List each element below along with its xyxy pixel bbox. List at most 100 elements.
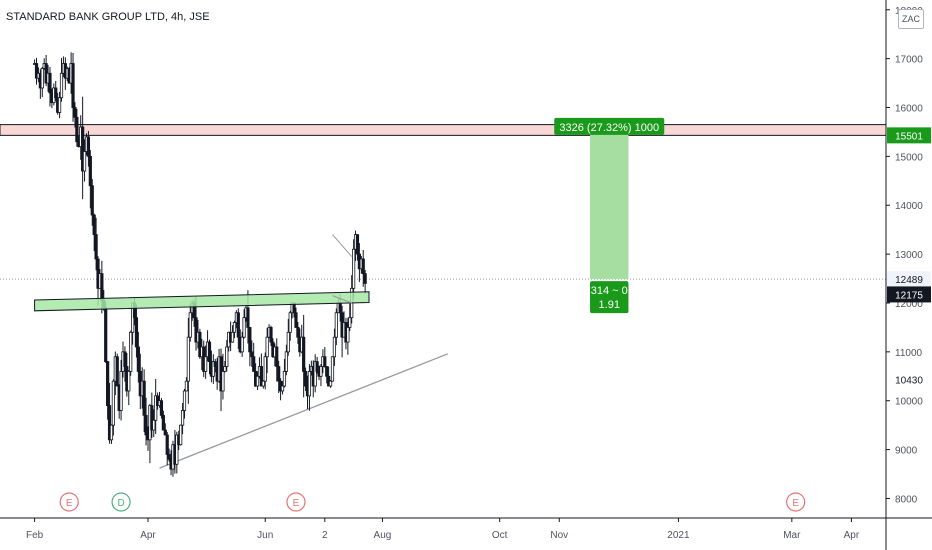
candle-body (127, 370, 131, 392)
wedge-upper-line[interactable] (332, 234, 353, 257)
y-tick-label: 9000 (895, 446, 918, 457)
candle-body (152, 419, 156, 431)
candle-body (223, 366, 227, 372)
candle-body (154, 395, 158, 421)
candle-body (315, 361, 319, 372)
candle-body (284, 351, 288, 372)
candle-body (334, 312, 338, 338)
candle-body (92, 214, 96, 235)
candle-body (328, 380, 333, 387)
x-tick-label: Nov (550, 530, 568, 541)
event-earnings-marker[interactable] (286, 492, 306, 512)
candle-body (259, 366, 263, 387)
x-tick-label: Apr (844, 530, 860, 541)
x-tick-label: Apr (140, 530, 156, 541)
candle-body (165, 434, 169, 455)
candle-body (288, 312, 292, 333)
candle-body (363, 273, 367, 284)
target-label: 3326 (27.32%) 1000 (559, 122, 659, 134)
event-earnings-marker[interactable] (59, 492, 79, 512)
currency-badge[interactable]: ZAC (898, 9, 924, 29)
candle-body (346, 327, 350, 343)
resistance-price-tag-box (887, 127, 931, 144)
wedge-lower-line[interactable] (332, 295, 352, 304)
event-code: D (117, 498, 124, 509)
candle-body (163, 429, 167, 436)
candle-body (188, 312, 192, 338)
y-tick-label: 12000 (895, 299, 923, 310)
candle-body (57, 97, 62, 113)
event-code: E (792, 498, 799, 509)
candle-body (75, 116, 79, 143)
candle-body (232, 322, 237, 333)
candle-body (142, 380, 146, 416)
candle-body (230, 331, 235, 343)
candle-body (246, 307, 250, 328)
chart-title: STANDARD BANK GROUP LTD, 4h, JSE (6, 11, 210, 23)
candle-body (313, 361, 317, 387)
candle-body (265, 336, 269, 358)
candle-body (134, 317, 139, 348)
candle-body (255, 375, 260, 387)
y-tick-label: 17000 (895, 55, 923, 66)
candle-body (275, 346, 279, 367)
candle-body (221, 370, 225, 392)
plot-area[interactable] (0, 0, 886, 518)
candle-body (332, 336, 337, 358)
rising-trendline[interactable] (159, 353, 449, 469)
candle-body (204, 356, 208, 372)
candle-body (330, 356, 335, 382)
candle-body (40, 68, 44, 89)
candle-body (104, 307, 108, 363)
y-tick-label: 14000 (895, 201, 923, 212)
x-tick-label: Mar (783, 530, 801, 541)
candle-body (186, 336, 190, 382)
candle-body (323, 356, 327, 367)
candle-body (325, 366, 329, 377)
candle-body (361, 258, 365, 275)
candle-body (150, 405, 154, 431)
candle-body (198, 331, 202, 358)
target-label-box (554, 117, 665, 135)
last-price-tag-box (887, 271, 931, 288)
candle-body (59, 72, 64, 99)
candle-body (355, 234, 360, 255)
axis-marker-tag: 10430 (895, 376, 923, 387)
candle-body (111, 380, 115, 426)
x-tick-label: Oct (492, 530, 508, 541)
candle-body (175, 434, 179, 465)
x-tick-label: 2021 (667, 530, 690, 541)
x-tick-label: Feb (26, 530, 44, 541)
candle-body (100, 273, 104, 301)
y-tick-label: 11000 (895, 348, 923, 359)
event-code: E (66, 498, 73, 509)
candle-body (167, 454, 171, 460)
event-earnings-marker[interactable] (786, 492, 806, 512)
candle-body (240, 336, 244, 353)
candle-body (106, 361, 110, 407)
candle-body (282, 370, 287, 387)
y-tick-label: 16000 (895, 104, 923, 115)
candle-body (136, 346, 140, 372)
candle-body (82, 151, 87, 172)
candle-body (352, 248, 356, 289)
y-tick-label: 8000 (895, 494, 918, 505)
candle-body (182, 390, 187, 411)
event-dividend-marker[interactable] (111, 492, 131, 512)
candle-body (211, 361, 215, 377)
x-tick-label: Jun (257, 530, 273, 541)
candle-body (194, 317, 198, 343)
support-channel[interactable] (34, 291, 370, 312)
current-price-tag: 12175 (895, 290, 923, 301)
candle-body (280, 385, 285, 392)
candle-body (286, 331, 290, 353)
long-position-target-zone[interactable] (590, 131, 629, 280)
candle-body (54, 87, 58, 99)
candle-body (34, 63, 39, 79)
candle-body (179, 424, 183, 446)
resistance-zone[interactable] (0, 124, 887, 136)
candle-body (144, 414, 148, 436)
y-tick-label: 10000 (895, 397, 923, 408)
